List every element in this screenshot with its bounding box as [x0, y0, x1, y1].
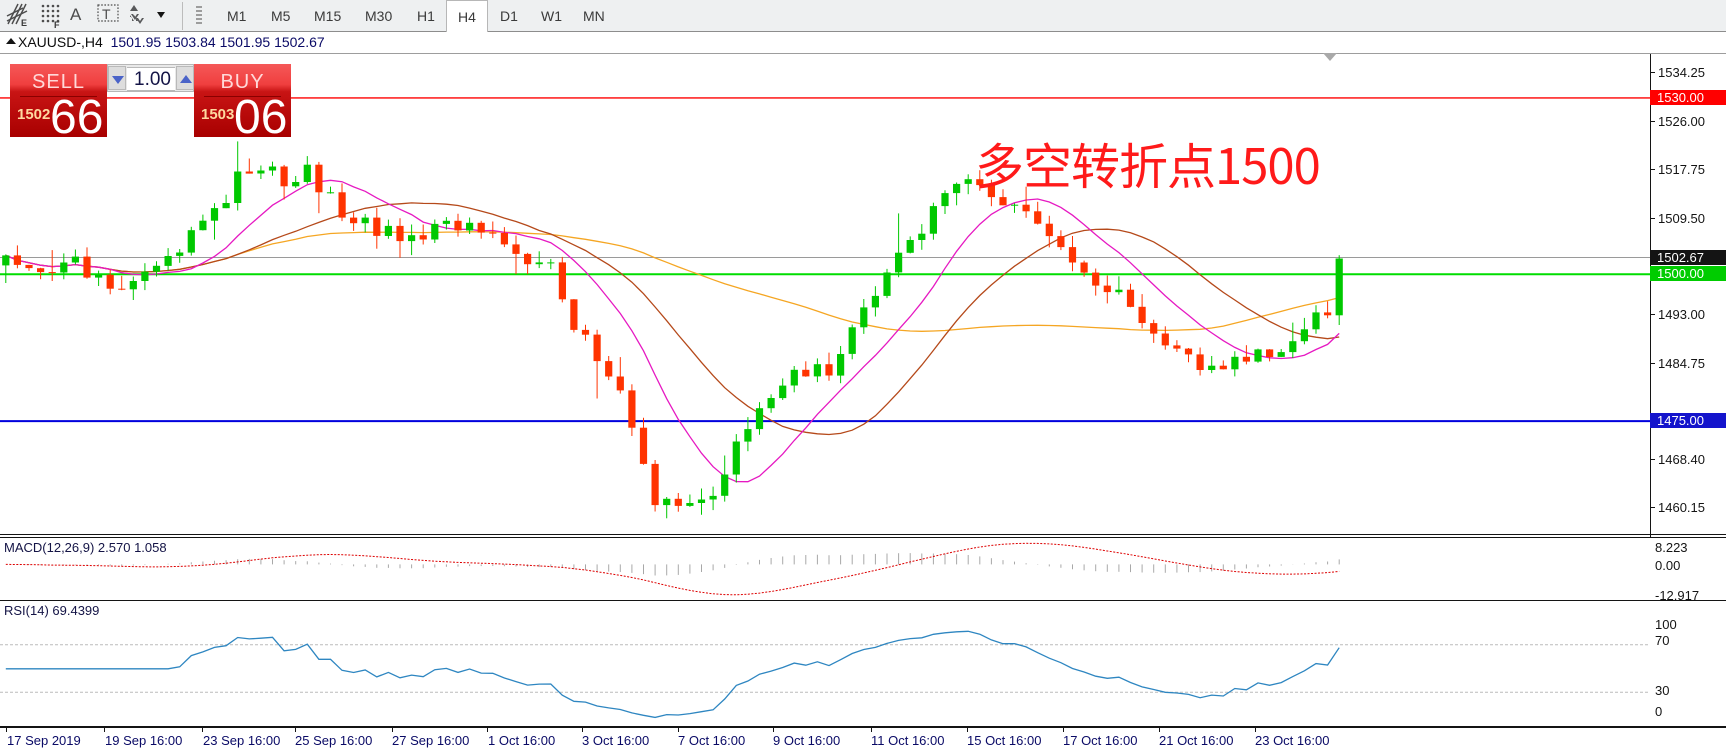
svg-text:F: F [54, 20, 60, 29]
svg-text:T: T [102, 6, 111, 22]
svg-text:E: E [21, 18, 27, 28]
